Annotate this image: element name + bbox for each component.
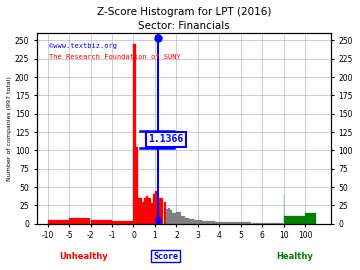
Bar bbox=[305, 213, 316, 224]
Bar bbox=[142, 202, 144, 224]
Bar bbox=[172, 213, 174, 224]
Bar bbox=[170, 211, 172, 224]
Text: 1.1366: 1.1366 bbox=[148, 134, 184, 144]
Bar bbox=[91, 220, 112, 224]
Bar bbox=[153, 194, 155, 224]
Bar bbox=[207, 221, 211, 224]
Bar bbox=[215, 222, 219, 224]
Bar bbox=[202, 221, 206, 224]
Bar bbox=[134, 44, 136, 224]
Bar bbox=[155, 191, 157, 224]
Title: Z-Score Histogram for LPT (2016)
Sector: Financials: Z-Score Histogram for LPT (2016) Sector:… bbox=[97, 7, 271, 31]
Bar bbox=[136, 147, 138, 224]
Text: Healthy: Healthy bbox=[276, 252, 313, 261]
Bar bbox=[241, 222, 251, 224]
Bar bbox=[148, 198, 150, 224]
Bar bbox=[262, 223, 283, 224]
Bar bbox=[48, 220, 69, 224]
Bar bbox=[159, 198, 161, 224]
Bar bbox=[185, 218, 189, 224]
Bar bbox=[198, 220, 202, 224]
Text: Score: Score bbox=[153, 252, 178, 261]
Text: Unhealthy: Unhealthy bbox=[59, 252, 108, 261]
Bar bbox=[194, 220, 198, 224]
Bar bbox=[168, 208, 170, 224]
Bar bbox=[138, 198, 140, 224]
Text: The Research Foundation of SUNY: The Research Foundation of SUNY bbox=[49, 54, 180, 60]
Bar bbox=[161, 198, 163, 224]
Bar bbox=[284, 216, 305, 224]
Bar bbox=[176, 212, 181, 224]
Bar bbox=[150, 203, 153, 224]
Bar bbox=[252, 223, 262, 224]
Bar bbox=[147, 196, 148, 224]
Y-axis label: Number of companies (997 total): Number of companies (997 total) bbox=[7, 76, 12, 181]
Text: ©www.textbiz.org: ©www.textbiz.org bbox=[49, 43, 117, 49]
Bar bbox=[230, 222, 241, 224]
Bar bbox=[69, 218, 90, 224]
Bar bbox=[219, 222, 230, 224]
Bar bbox=[144, 198, 146, 224]
Bar bbox=[166, 209, 168, 224]
Bar bbox=[174, 213, 176, 224]
Bar bbox=[189, 219, 194, 224]
Bar bbox=[112, 221, 133, 224]
Bar bbox=[157, 196, 159, 224]
Bar bbox=[163, 202, 166, 224]
Bar bbox=[140, 198, 142, 224]
Bar bbox=[181, 216, 185, 224]
Bar bbox=[211, 221, 215, 224]
